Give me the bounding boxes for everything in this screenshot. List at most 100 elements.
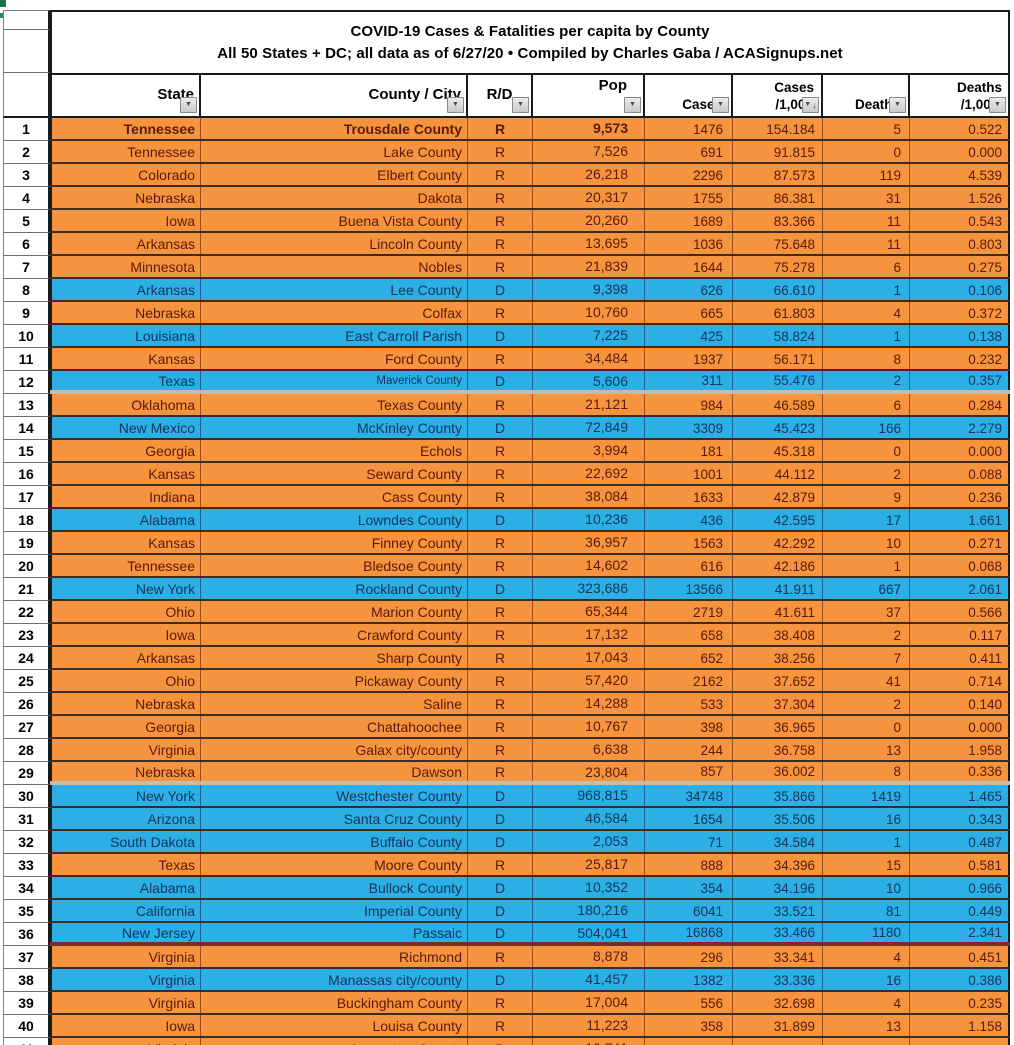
cell-c1000[interactable]: 45.318 xyxy=(733,440,823,461)
cell-pop[interactable]: 38,084 xyxy=(533,486,645,507)
cell-county[interactable]: Finney County xyxy=(201,532,468,553)
cell-deaths[interactable]: 1180 xyxy=(823,923,910,942)
cell-rd[interactable]: D xyxy=(468,509,533,530)
cell-county[interactable]: Passaic xyxy=(201,923,468,942)
cell-d1000[interactable]: 1.465 xyxy=(910,785,1010,806)
cell-rd[interactable]: R xyxy=(468,647,533,668)
cell-state[interactable]: Tennessee xyxy=(50,118,201,139)
cell-deaths[interactable]: 166 xyxy=(823,417,910,438)
cell-rd[interactable]: R xyxy=(468,624,533,645)
cell-state[interactable]: Virginia xyxy=(50,946,201,967)
cell-pop[interactable]: 7,526 xyxy=(533,141,645,162)
cell-pop[interactable]: 10,767 xyxy=(533,716,645,737)
cell-state[interactable]: Ohio xyxy=(50,601,201,622)
cell-c1000[interactable] xyxy=(733,1038,823,1045)
row-number[interactable]: 11 xyxy=(3,348,50,371)
row-number[interactable]: 23 xyxy=(3,624,50,647)
row-number[interactable]: 29 xyxy=(3,762,50,785)
cell-county[interactable]: Texas County xyxy=(201,394,468,415)
cell-d1000[interactable]: 0.284 xyxy=(910,394,1010,415)
cell-cases[interactable]: 652 xyxy=(645,647,733,668)
cell-state[interactable]: Texas xyxy=(50,371,201,390)
cell-c1000[interactable]: 55.476 xyxy=(733,371,823,390)
cell-state[interactable]: New Mexico xyxy=(50,417,201,438)
cell-rd[interactable]: R xyxy=(468,946,533,967)
cell-d1000[interactable]: 0.543 xyxy=(910,210,1010,231)
row-number[interactable]: 36 xyxy=(3,923,50,946)
cell-rd[interactable]: R xyxy=(468,256,533,277)
cell-deaths[interactable]: 13 xyxy=(823,739,910,760)
filter-button-county[interactable]: ▼ xyxy=(447,97,464,113)
cell-cases[interactable]: 1476 xyxy=(645,118,733,139)
cell-county[interactable]: Pickaway County xyxy=(201,670,468,691)
cell-c1000[interactable]: 56.171 xyxy=(733,348,823,369)
cell-cases[interactable]: 1633 xyxy=(645,486,733,507)
cell-deaths[interactable]: 1 xyxy=(823,555,910,576)
row-number[interactable]: 1 xyxy=(3,118,50,141)
cell-county[interactable]: Chattahoochee xyxy=(201,716,468,737)
cell-cases[interactable]: 311 xyxy=(645,371,733,390)
row-number[interactable]: 15 xyxy=(3,440,50,463)
cell-rd[interactable]: R xyxy=(468,141,533,162)
cell-county[interactable]: Echols xyxy=(201,440,468,461)
cell-c1000[interactable]: 42.292 xyxy=(733,532,823,553)
cell-rd[interactable]: R xyxy=(468,164,533,185)
cell-c1000[interactable]: 33.336 xyxy=(733,969,823,990)
cell-state[interactable]: Iowa xyxy=(50,624,201,645)
cell-cases[interactable]: 296 xyxy=(645,946,733,967)
cell-pop[interactable]: 46,584 xyxy=(533,808,645,829)
cell-d1000[interactable]: 0.000 xyxy=(910,440,1010,461)
cell-c1000[interactable]: 31.899 xyxy=(733,1015,823,1036)
cell-pop[interactable]: 14,602 xyxy=(533,555,645,576)
cell-county[interactable]: Santa Cruz County xyxy=(201,808,468,829)
cell-pop[interactable]: 323,686 xyxy=(533,578,645,599)
gutter-blank-cell[interactable] xyxy=(3,10,50,30)
cell-state[interactable]: California xyxy=(50,900,201,921)
cell-county[interactable]: Moore County xyxy=(201,854,468,875)
cell-deaths[interactable]: 0 xyxy=(823,440,910,461)
cell-state[interactable]: Louisiana xyxy=(50,325,201,346)
cell-county[interactable]: Lincoln County xyxy=(201,233,468,254)
cell-county[interactable]: Maverick County xyxy=(201,371,468,390)
cell-pop[interactable]: 36,957 xyxy=(533,532,645,553)
cell-c1000[interactable]: 61.803 xyxy=(733,302,823,323)
cell-deaths[interactable]: 8 xyxy=(823,348,910,369)
cell-county[interactable]: Seward County xyxy=(201,463,468,484)
cell-deaths[interactable]: 8 xyxy=(823,762,910,781)
cell-deaths[interactable]: 4 xyxy=(823,946,910,967)
row-number[interactable]: 35 xyxy=(3,900,50,923)
row-number[interactable]: 5 xyxy=(3,210,50,233)
cell-county[interactable]: Crawford County xyxy=(201,624,468,645)
cell-rd[interactable]: R xyxy=(468,1038,533,1045)
cell-pop[interactable]: 41,457 xyxy=(533,969,645,990)
cell-pop[interactable]: 5,606 xyxy=(533,371,645,390)
cell-cases[interactable]: 1937 xyxy=(645,348,733,369)
cell-deaths[interactable]: 1 xyxy=(823,325,910,346)
cell-county[interactable]: Bullock County xyxy=(201,877,468,898)
cell-cases[interactable] xyxy=(645,1038,733,1045)
cell-county[interactable]: Lake County xyxy=(201,141,468,162)
cell-rd[interactable]: R xyxy=(468,854,533,875)
cell-d1000[interactable]: 0.803 xyxy=(910,233,1010,254)
cell-rd[interactable]: D xyxy=(468,900,533,921)
row-number[interactable]: 41 xyxy=(3,1038,50,1045)
cell-pop[interactable]: 9,573 xyxy=(533,118,645,139)
cell-deaths[interactable]: 119 xyxy=(823,164,910,185)
cell-deaths[interactable]: 2 xyxy=(823,624,910,645)
cell-deaths[interactable]: 16 xyxy=(823,808,910,829)
cell-pop[interactable]: 3,994 xyxy=(533,440,645,461)
cell-deaths[interactable]: 2 xyxy=(823,463,910,484)
cell-d1000[interactable]: 0.343 xyxy=(910,808,1010,829)
cell-rd[interactable]: D xyxy=(468,969,533,990)
cell-county[interactable]: Rockland County xyxy=(201,578,468,599)
cell-c1000[interactable]: 38.408 xyxy=(733,624,823,645)
cell-d1000[interactable]: 2.279 xyxy=(910,417,1010,438)
cell-d1000[interactable]: 0.386 xyxy=(910,969,1010,990)
title-cell[interactable]: COVID-19 Cases & Fatalities per capita b… xyxy=(50,10,1010,73)
row-number[interactable]: 24 xyxy=(3,647,50,670)
filter-sort-button-cases-per-1000[interactable]: ▼ ↓ xyxy=(802,97,819,113)
cell-deaths[interactable]: 2 xyxy=(823,371,910,390)
cell-c1000[interactable]: 91.815 xyxy=(733,141,823,162)
cell-cases[interactable]: 665 xyxy=(645,302,733,323)
header-county[interactable]: County / City ▼ xyxy=(201,73,468,118)
